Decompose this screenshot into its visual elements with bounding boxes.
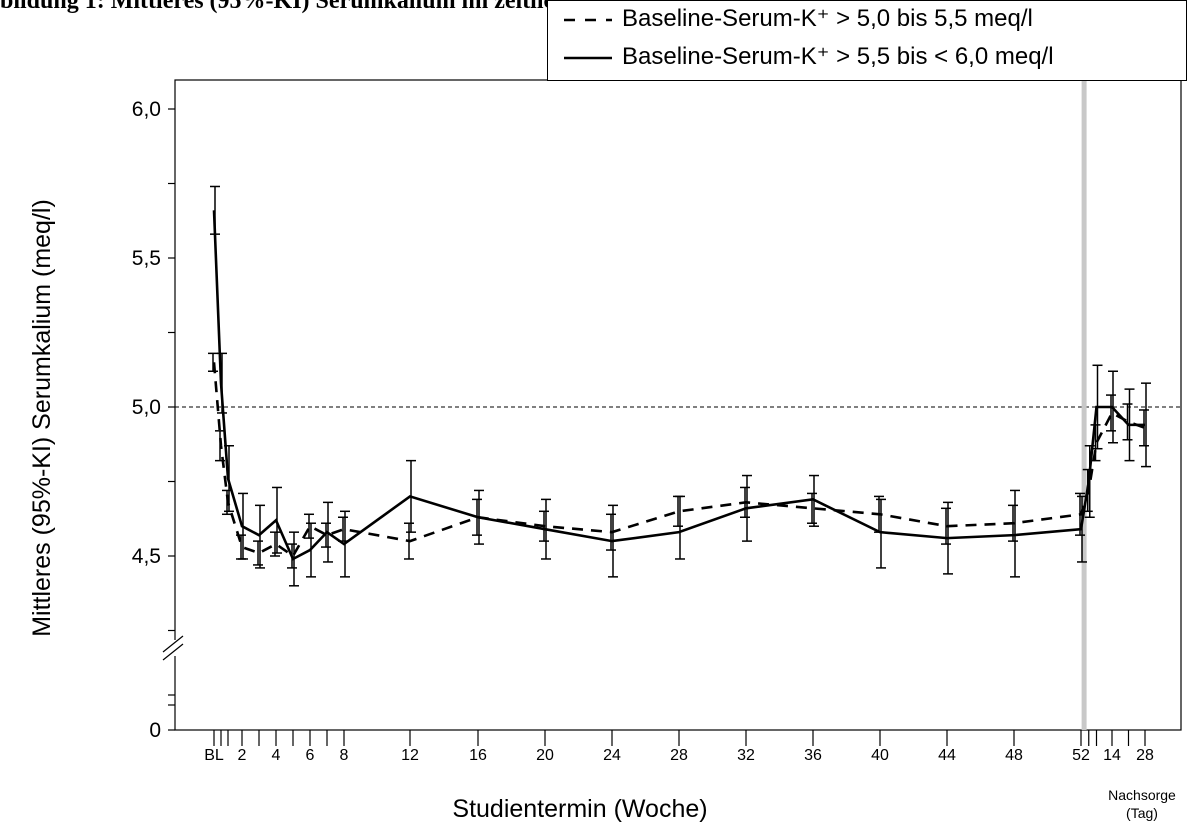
x-tick-label: 28	[1136, 747, 1154, 764]
chart-axes: 04,55,05,56,0BL 2 4 6 8 12 16 20 24 28 32 36 40 44 48 5…	[132, 79, 1182, 764]
legend-item-solid: Baseline-Serum-K⁺ > 5,5 bis < 6,0 meq/l	[548, 40, 1186, 76]
x-tick-label: 6	[306, 747, 315, 764]
x-tick-label: 8	[340, 747, 349, 764]
axis-break-gap	[161, 640, 189, 656]
y-tick-label: 6,0	[132, 98, 161, 121]
x-tick-label: 52	[1072, 747, 1090, 764]
legend-item-dashed: Baseline-Serum-K⁺ > 5,0 bis 5,5 meq/l	[548, 2, 1186, 38]
x-tick-label: BL	[204, 747, 224, 764]
x-tick-label: 12	[401, 747, 419, 764]
followup-axis-label: Nachsorge	[1108, 787, 1176, 803]
x-tick-label: 4	[272, 747, 281, 764]
x-tick-label: 24	[603, 747, 621, 764]
axis-break-mark	[162, 635, 184, 653]
figure-title: bildung 1: Mittleres (95%-KI) Serumkaliu…	[0, 0, 674, 14]
legend: Baseline-Serum-K⁺ > 5,0 bis 5,5 meq/l Ba…	[547, 0, 1187, 81]
legend-label-solid: Baseline-Serum-K⁺ > 5,5 bis < 6,0 meq/l	[622, 43, 1054, 70]
y-tick-label: 5,0	[132, 396, 161, 419]
axis-break-mark	[162, 643, 184, 661]
y-tick-label: 5,5	[132, 247, 161, 270]
x-tick-label: 2	[238, 747, 247, 764]
legend-label-dashed: Baseline-Serum-K⁺ > 5,0 bis 5,5 meq/l	[622, 5, 1033, 32]
y-tick-label: 0	[149, 719, 161, 742]
y-tick-label: 4,5	[132, 545, 161, 568]
x-tick-label: 20	[536, 747, 554, 764]
x-tick-label: 40	[871, 747, 889, 764]
plot-frame	[174, 79, 1182, 731]
x-axis-label: Studientermin (Woche)	[452, 795, 707, 823]
x-tick-label: 48	[1005, 747, 1023, 764]
x-tick-label: 14	[1103, 747, 1121, 764]
x-tick-label: 36	[804, 747, 822, 764]
chart-marks	[208, 185, 1151, 587]
x-tick-label: 32	[737, 747, 755, 764]
legend-swatch-solid	[564, 56, 612, 60]
series-line-solid	[212, 210, 1145, 561]
x-tick-label: 44	[938, 747, 956, 764]
x-tick-label: 28	[670, 747, 688, 764]
x-tick-label: 16	[469, 747, 487, 764]
followup-axis-unit: (Tag)	[1126, 805, 1158, 821]
y-axis-label: Mittleres (95%-KI) Serumkalium (meq/l)	[28, 199, 56, 637]
legend-swatch-dashed	[564, 18, 612, 22]
